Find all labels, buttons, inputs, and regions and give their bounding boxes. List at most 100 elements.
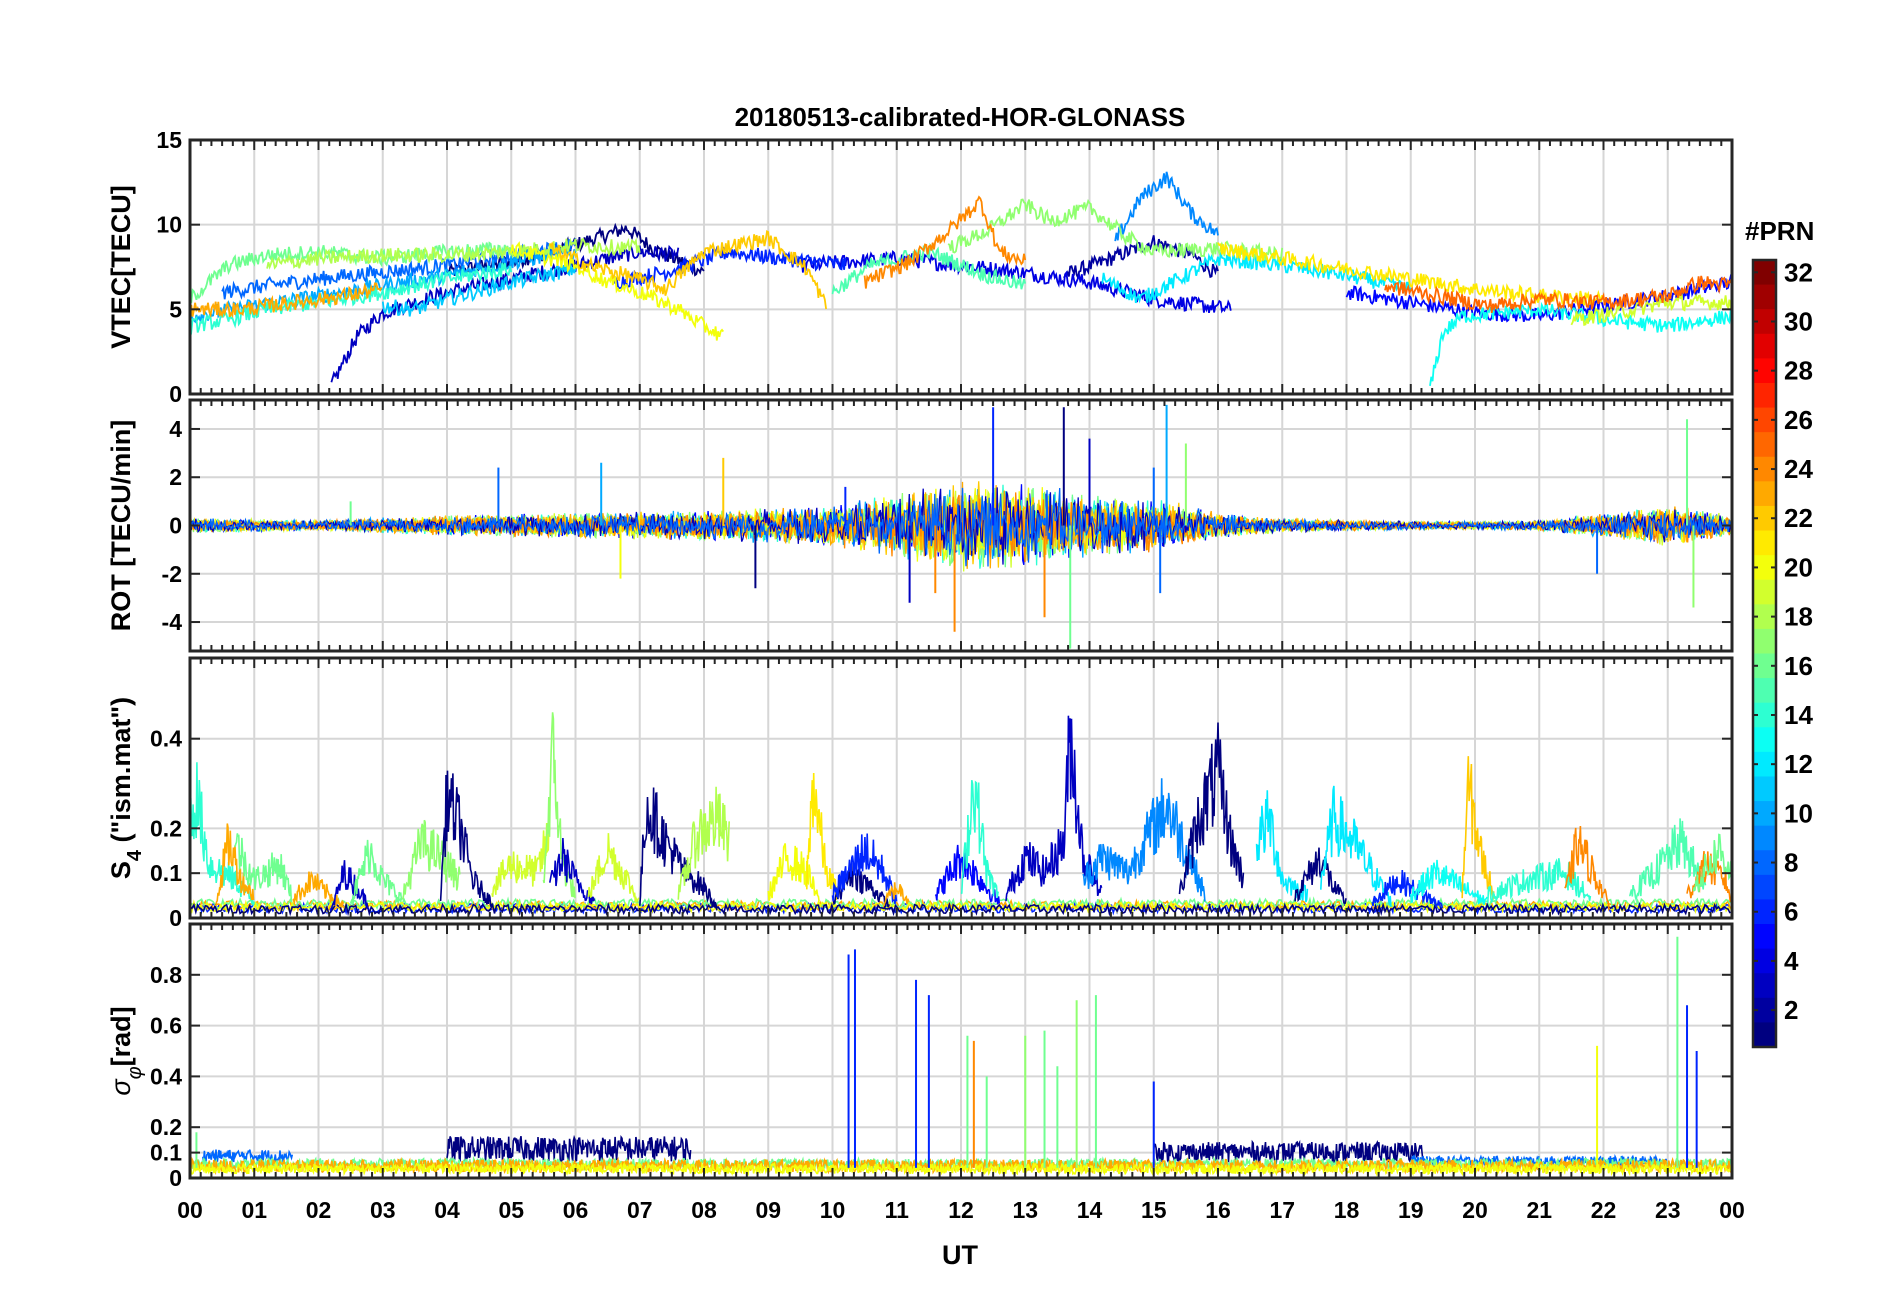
x-tick-label: 19: [1398, 1197, 1424, 1223]
colorbar-segment: [1753, 284, 1776, 310]
x-tick-label: 15: [1141, 1197, 1167, 1223]
colorbar-segment: [1753, 727, 1776, 753]
y-tick-label: 0.2: [150, 1114, 182, 1140]
x-tick-label: 02: [306, 1197, 332, 1223]
x-tick-label: 00: [1719, 1197, 1745, 1223]
colorbar-frame: [1751, 258, 1778, 1049]
colorbar-segment: [1753, 653, 1776, 679]
colorbar-tick-label: 2: [1784, 995, 1798, 1025]
y-tick-label: 0.6: [150, 1013, 182, 1039]
panel-4: 00.10.20.40.60.8σφ[rad]: [106, 922, 1734, 1191]
x-tick-label: 07: [627, 1197, 653, 1223]
s4-burst-prn-6: [831, 833, 898, 904]
colorbar-segment: [1753, 776, 1776, 802]
panel-1: 0 5 10 15 VTEC[TECU]: [106, 127, 1734, 407]
colorbar-segment: [1753, 407, 1776, 433]
colorbar-segment: [1753, 801, 1776, 827]
colorbar-tick-label: 4: [1784, 946, 1799, 976]
x-tick-label: 21: [1526, 1197, 1552, 1223]
y-tick-label: 0.1: [150, 860, 182, 886]
y-tick-label: 0.1: [150, 1140, 182, 1166]
colorbar-segment: [1753, 579, 1776, 605]
s4-burst-prn-21: [806, 772, 840, 900]
y-axis-label-sigma: σ: [106, 1078, 136, 1096]
series-line-prn-11: [381, 262, 577, 317]
x-tick-label: 05: [498, 1197, 524, 1223]
colorbar-tick-label: 26: [1784, 405, 1813, 435]
series-line-prn-19: [1570, 293, 1732, 326]
s4-burst-prn-12: [1320, 785, 1392, 907]
y-axis-label: ROT [TECU/min]: [106, 420, 136, 631]
y-axis-label: VTEC[TECU]: [106, 185, 136, 349]
y-tick-label: 2: [169, 464, 182, 490]
series-line-prn-13: [1429, 300, 1732, 387]
colorbar-tick-label: 12: [1784, 749, 1813, 779]
y-axis-label-rest: [rad]: [106, 1006, 136, 1066]
s4-burst-prn-3: [330, 860, 370, 911]
chart-title: 20180513-calibrated-HOR-GLONASS: [735, 102, 1186, 132]
colorbar-segment: [1753, 678, 1776, 704]
colorbar-segment: [1753, 751, 1776, 778]
y-tick-label: 15: [156, 127, 182, 153]
sigma-band-prn-8: [202, 1149, 294, 1164]
x-tick-label: 22: [1591, 1197, 1617, 1223]
y-axis-label: σφ[rad]: [106, 1006, 146, 1095]
colorbar-segment: [1753, 973, 1776, 999]
y-tick-label: -4: [162, 609, 183, 635]
series-line-prn-20: [510, 241, 725, 341]
s4-burst-prn-1: [439, 770, 493, 907]
colorbar-tick-label: 10: [1784, 798, 1813, 828]
colorbar-segment: [1753, 997, 1776, 1024]
series-line-prn-15: [831, 242, 1027, 295]
panel-2: -4 -2 0 2 4 ROT [TECU/min]: [106, 398, 1734, 653]
colorbar-tick-label: 30: [1784, 306, 1813, 336]
colorbar-tick-label: 20: [1784, 552, 1813, 582]
colorbar-segment: [1753, 702, 1776, 728]
colorbar-segment: [1753, 924, 1776, 950]
x-tick-label: 17: [1269, 1197, 1295, 1223]
series-line-prn-21: [1217, 241, 1605, 307]
series-line-prn-4: [800, 249, 1232, 314]
s4-burst-prn-1: [1294, 847, 1347, 905]
colorbar-tick-label: 18: [1784, 602, 1813, 632]
colorbar-segment: [1753, 382, 1776, 409]
colorbar-segment: [1753, 850, 1776, 876]
y-tick-label: 5: [169, 296, 182, 322]
series-line-prn-22: [548, 229, 827, 310]
x-tick-label: 04: [434, 1197, 460, 1223]
colorbar-tick-label: 24: [1784, 454, 1813, 484]
series-line-prn-17: [947, 198, 1284, 263]
x-tick-label: 13: [1012, 1197, 1038, 1223]
s4-burst-prn-9: [1082, 778, 1206, 902]
y-tick-label: 0: [169, 513, 182, 539]
colorbar-segment: [1753, 530, 1776, 556]
s4-baseline-prn-16: [190, 896, 1731, 911]
colorbar-segment: [1753, 333, 1776, 359]
s4-burst-prn-23: [883, 882, 910, 907]
x-tick-label: 10: [820, 1197, 846, 1223]
colorbar-segment: [1753, 358, 1776, 384]
x-tick-label: 23: [1655, 1197, 1681, 1223]
s4-burst-prn-20: [767, 843, 820, 902]
y-tick-label: 0: [169, 381, 182, 407]
y-tick-label: 10: [156, 212, 182, 238]
colorbar-title: #PRN: [1745, 216, 1814, 246]
x-tick-label: 18: [1334, 1197, 1360, 1223]
colorbar-segment: [1753, 481, 1776, 507]
s4-burst-prn-1: [1178, 722, 1245, 895]
x-tick-label: 11: [885, 1197, 910, 1223]
x-axis-label: UT: [942, 1240, 978, 1270]
series-line-prn-25: [1384, 275, 1732, 314]
s4-burst-prn-16: [349, 839, 403, 905]
colorbar-tick-label: 8: [1784, 848, 1798, 878]
panel-data: [190, 712, 1732, 917]
series-line-prn-9: [1114, 171, 1219, 242]
s4-burst-prn-18: [677, 786, 730, 900]
series-line-prn-24: [863, 195, 1027, 289]
s4-burst-prn-1: [639, 787, 718, 911]
s4-burst-prn-5: [934, 844, 1001, 905]
colorbar-tick-label: 28: [1784, 356, 1813, 386]
colorbar-segment: [1753, 899, 1776, 925]
